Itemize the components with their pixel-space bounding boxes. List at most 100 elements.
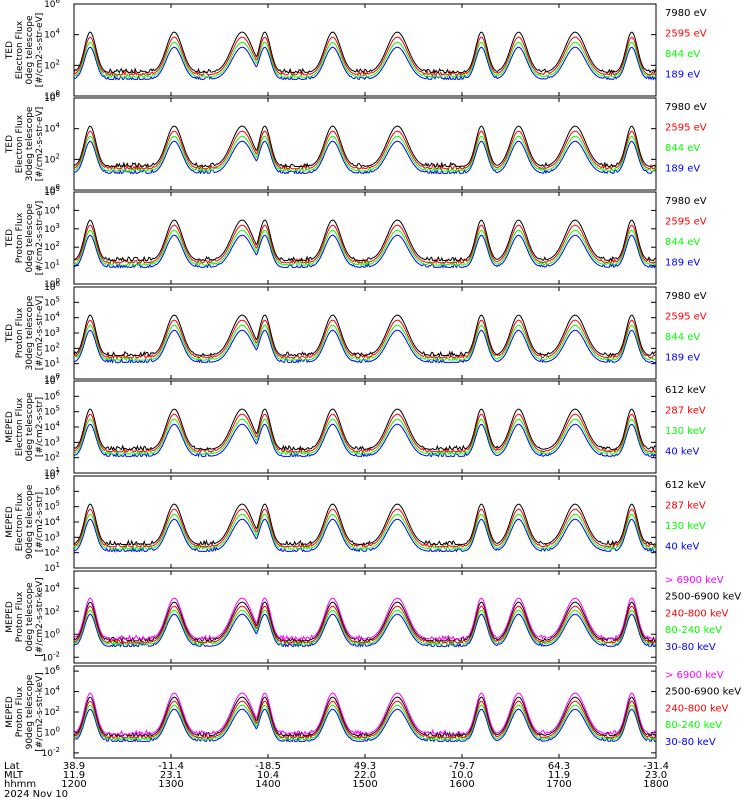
- legend-entry: 844 eV: [665, 332, 700, 343]
- y-axis-label-line: TED: [5, 41, 15, 60]
- series-line: [73, 36, 656, 77]
- x-tick-label-lat: -31.4: [643, 761, 669, 772]
- y-axis-label: TED Electron Flux 0deg telescope [#/cm2-s-s…: [5, 13, 45, 88]
- x-tick-label-lat: 49.3: [354, 761, 376, 772]
- legend-entry: 844 eV: [665, 237, 700, 248]
- x-tick-label-lat: -79.7: [449, 761, 475, 772]
- y-axis-label: MEPED Electron Flux 0deg telescope [#/cm2-s…: [5, 392, 45, 462]
- x-tick-label-hhmm: 1300: [158, 779, 183, 790]
- series-line: [73, 329, 656, 365]
- x-tick-label-mlt: 11.9: [63, 770, 85, 781]
- y-tick-label: 106: [44, 389, 60, 402]
- legend-entry: 80-240 keV: [665, 625, 722, 636]
- y-tick-label: 105: [44, 295, 60, 308]
- y-axis-label: MEPED Electron Flux 90deg telescope [#/cm2-…: [5, 484, 45, 559]
- y-axis-label-line: [#/cm2-s-str-eV]: [35, 13, 45, 88]
- y-axis-label-line: 0deg telescope: [25, 392, 35, 462]
- y-tick-label: 104: [44, 122, 60, 135]
- y-tick-label: 106: [44, 484, 60, 497]
- legend-entry: 30-80 keV: [665, 642, 716, 653]
- y-axis-label-line: [#/cm2-s-str-keV]: [35, 672, 45, 751]
- y-tick-label: 105: [44, 405, 60, 418]
- legend-entry: 130 keV: [665, 426, 706, 437]
- series-line: [73, 601, 656, 643]
- y-axis-label-line: MEPED: [5, 411, 15, 443]
- y-tick-label: 102: [44, 240, 60, 253]
- series-line: [73, 408, 656, 451]
- legend-entry: 7980 eV: [665, 8, 707, 19]
- legend-entry: 2595 eV: [665, 311, 707, 322]
- y-tick-label: 102: [44, 546, 60, 559]
- y-tick-label: 102: [44, 58, 60, 71]
- y-axis-label-line: Electron Flux: [15, 114, 25, 173]
- series-line: [73, 234, 657, 269]
- series-line: [73, 135, 657, 173]
- y-tick-label: 101: [44, 259, 60, 272]
- legend-entry: 844 eV: [665, 49, 700, 60]
- panel-frame: [73, 3, 657, 97]
- series-line: [73, 696, 657, 738]
- y-axis-label-line: TED: [5, 229, 15, 248]
- series-line: [73, 219, 656, 262]
- x-tick-label-hhmm: 1200: [61, 779, 86, 790]
- y-tick-label: 103: [44, 222, 60, 235]
- series-line: [73, 692, 657, 736]
- y-axis-label: MEPED Proton Flux 90deg telescope [#/cm2-s-…: [5, 672, 45, 751]
- x-row-label-lat: Lat: [4, 761, 20, 772]
- x-axis-labels: Lat MLT hhmm 2024 Nov 10 38.911.91200-11…: [4, 761, 669, 800]
- y-tick-label: 106: [44, 0, 60, 10]
- x-tick-label-hhmm: 1800: [643, 779, 668, 790]
- x-tick-label-mlt: 10.4: [257, 770, 279, 781]
- panel-frame: [73, 475, 657, 569]
- y-tick-label: 102: [44, 604, 60, 617]
- series-line: [73, 46, 657, 81]
- x-axis-date: 2024 Nov 10: [4, 789, 68, 800]
- series-line: [73, 130, 657, 171]
- legend-entry: 40 keV: [665, 541, 699, 552]
- legend-entry: 2595 eV: [665, 122, 707, 133]
- y-tick-label: 104: [44, 420, 60, 433]
- y-axis-label-line: Electron Flux: [15, 492, 25, 551]
- series-line: [73, 125, 657, 168]
- series-line: [73, 224, 657, 265]
- legend-entry: 844 eV: [665, 143, 700, 154]
- y-axis-label-line: 30deg telescope: [25, 106, 35, 181]
- series-line: [73, 609, 656, 647]
- y-axis-label-line: TED: [5, 135, 15, 154]
- y-axis-label-line: 0deg telescope: [25, 15, 35, 85]
- y-axis-label-line: Proton Flux: [15, 307, 25, 358]
- legend-entry: 2595 eV: [665, 216, 707, 227]
- y-axis-label-line: [#/cm2-s-str-keV]: [35, 577, 45, 656]
- x-tick-label-lat: -11.4: [158, 761, 184, 772]
- panel-frame: [73, 286, 657, 380]
- legend-entry: 7980 eV: [665, 102, 707, 113]
- series-line: [73, 700, 657, 740]
- y-axis-label-line: 30deg telescope: [25, 295, 35, 370]
- series-line: [73, 418, 656, 456]
- y-tick-label: 100: [44, 725, 60, 738]
- y-axis-label-line: Proton Flux: [15, 686, 25, 737]
- y-tick-label: 104: [44, 581, 60, 594]
- y-axis-label-line: Proton Flux: [15, 591, 25, 642]
- y-tick-label: 102: [44, 705, 60, 718]
- y-axis-label-line: 90deg telescope: [25, 674, 35, 749]
- y-axis-label-line: [#/cm2-s-str-eV]: [35, 296, 45, 371]
- legend-entry: 189 eV: [665, 257, 700, 268]
- legend-entry: 240-800 keV: [665, 703, 729, 714]
- legend-entry: 7980 eV: [665, 291, 707, 302]
- series-line: [73, 597, 656, 641]
- series-line: [73, 704, 656, 742]
- legend-entry: 40 keV: [665, 446, 699, 457]
- y-axis-label-line: Electron Flux: [15, 20, 25, 79]
- y-tick-label: 104: [44, 515, 60, 528]
- legend-entry: 2500-6900 keV: [665, 687, 741, 698]
- series-line: [73, 314, 656, 358]
- y-axis-label-line: MEPED: [5, 506, 15, 538]
- series-line: [73, 605, 656, 645]
- legend-entry: 189 eV: [665, 163, 700, 174]
- legend-entry: 189 eV: [665, 352, 700, 363]
